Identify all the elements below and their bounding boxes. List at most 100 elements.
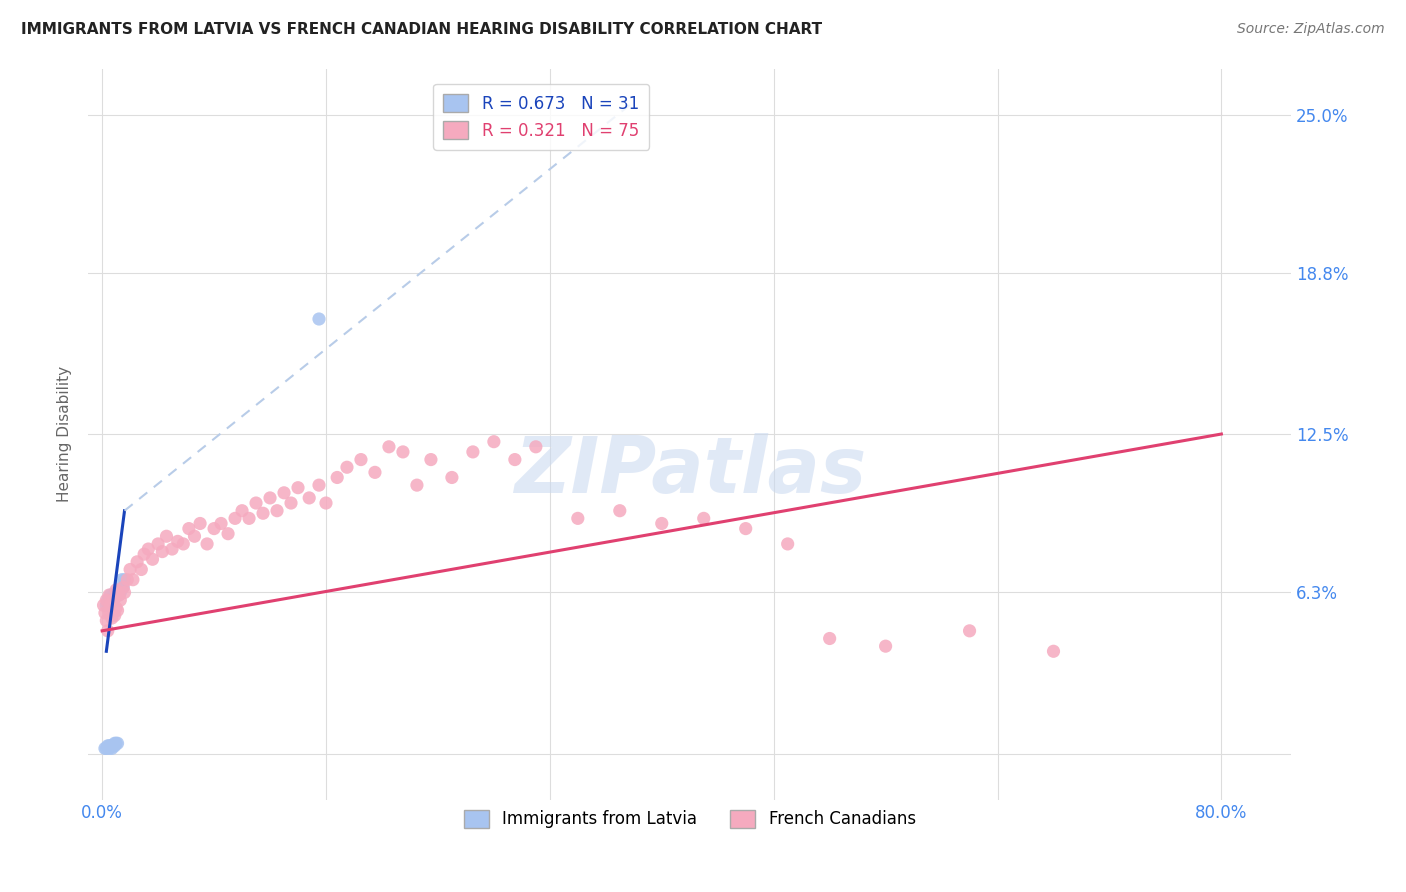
Point — [97, 624, 120, 638]
Text: Source: ZipAtlas.com: Source: ZipAtlas.com — [1237, 22, 1385, 37]
Point — [112, 580, 135, 594]
Legend: Immigrants from Latvia, French Canadians: Immigrants from Latvia, French Canadians — [457, 803, 922, 835]
Point — [364, 466, 387, 480]
Point — [209, 516, 232, 531]
Point — [108, 588, 131, 602]
Point — [734, 522, 756, 536]
Point — [104, 739, 127, 753]
Point — [96, 741, 118, 756]
Point — [100, 739, 122, 753]
Point — [98, 606, 121, 620]
Point — [419, 452, 441, 467]
Point — [105, 736, 128, 750]
Point — [609, 504, 631, 518]
Point — [238, 511, 260, 525]
Point — [818, 632, 841, 646]
Point — [350, 452, 373, 467]
Text: IMMIGRANTS FROM LATVIA VS FRENCH CANADIAN HEARING DISABILITY CORRELATION CHART: IMMIGRANTS FROM LATVIA VS FRENCH CANADIA… — [21, 22, 823, 37]
Point — [406, 478, 429, 492]
Point — [114, 585, 136, 599]
Point — [150, 544, 173, 558]
Point — [172, 537, 194, 551]
Point — [110, 585, 132, 599]
Point — [108, 588, 131, 602]
Point — [122, 573, 145, 587]
Point — [217, 526, 239, 541]
Point — [101, 739, 124, 753]
Point — [103, 593, 125, 607]
Point — [166, 534, 188, 549]
Point — [94, 606, 117, 620]
Point — [776, 537, 799, 551]
Point — [461, 445, 484, 459]
Point — [1042, 644, 1064, 658]
Point — [100, 599, 122, 613]
Point — [105, 582, 128, 597]
Point — [378, 440, 401, 454]
Point — [131, 562, 153, 576]
Point — [101, 611, 124, 625]
Point — [100, 588, 122, 602]
Point — [98, 593, 121, 607]
Point — [101, 593, 124, 607]
Point — [103, 588, 125, 602]
Point — [224, 511, 246, 525]
Point — [160, 542, 183, 557]
Text: ZIPatlas: ZIPatlas — [513, 433, 866, 508]
Point — [136, 542, 159, 557]
Point — [96, 599, 118, 613]
Point — [252, 506, 274, 520]
Point — [503, 452, 526, 467]
Point — [308, 312, 330, 326]
Point — [651, 516, 673, 531]
Point — [326, 470, 349, 484]
Point — [298, 491, 321, 505]
Point — [188, 516, 211, 531]
Point — [959, 624, 981, 638]
Point — [96, 593, 118, 607]
Point — [97, 739, 120, 753]
Point — [693, 511, 716, 525]
Point — [392, 445, 415, 459]
Point — [336, 460, 359, 475]
Point — [93, 599, 115, 613]
Point — [98, 741, 121, 756]
Point — [107, 588, 129, 602]
Point — [875, 639, 897, 653]
Point — [308, 478, 330, 492]
Point — [105, 585, 128, 599]
Point — [280, 496, 302, 510]
Point — [105, 600, 128, 615]
Point — [107, 603, 129, 617]
Point — [104, 588, 127, 602]
Point — [101, 739, 124, 753]
Point — [440, 470, 463, 484]
Point — [120, 562, 142, 576]
Point — [266, 504, 288, 518]
Point — [103, 739, 125, 753]
Point — [195, 537, 218, 551]
Point — [127, 555, 149, 569]
Point — [103, 593, 125, 607]
Point — [231, 504, 253, 518]
Point — [177, 522, 200, 536]
Point — [117, 573, 139, 587]
Point — [101, 741, 124, 756]
Point — [273, 485, 295, 500]
Point — [245, 496, 267, 510]
Point — [202, 522, 225, 536]
Point — [482, 434, 505, 449]
Point — [112, 580, 135, 594]
Point — [94, 741, 117, 756]
Y-axis label: Hearing Disability: Hearing Disability — [58, 366, 72, 502]
Point — [524, 440, 547, 454]
Point — [259, 491, 281, 505]
Point — [100, 593, 122, 607]
Point — [146, 537, 169, 551]
Point — [111, 573, 134, 587]
Point — [141, 552, 163, 566]
Point — [315, 496, 337, 510]
Point — [183, 529, 205, 543]
Point — [104, 736, 127, 750]
Point — [98, 739, 121, 753]
